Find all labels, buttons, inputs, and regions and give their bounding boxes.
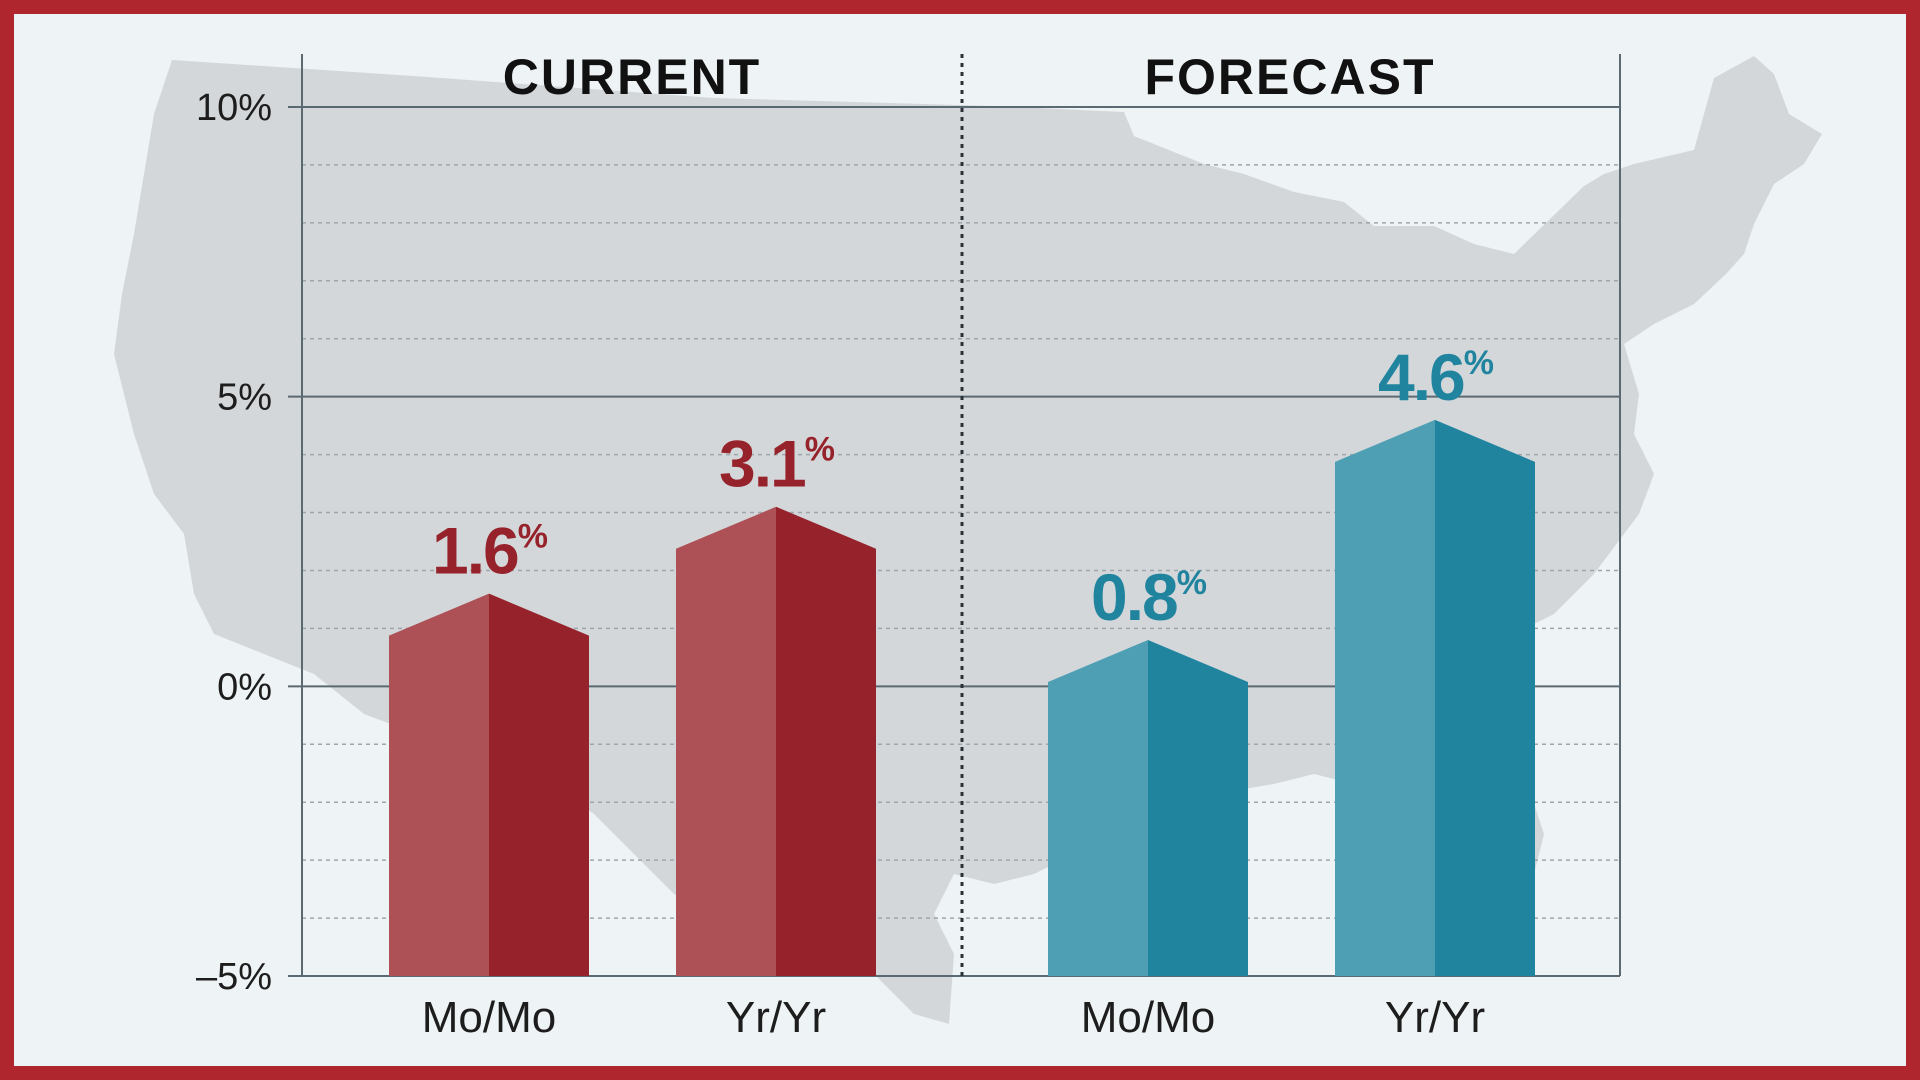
bar-forecast-1-left-face (1048, 639, 1148, 976)
bars (389, 419, 1535, 977)
category-label: Yr/Yr (726, 993, 826, 1042)
chart-frame: 10% 5% 0% –5% 1.6% 3.1% 0.8% 4.6% Mo/Mo Yr/Yr Mo… (14, 14, 1906, 1066)
value-label: 4.6% (1378, 340, 1494, 414)
group-title-forecast: FORECAST (1145, 49, 1436, 105)
value-label: 0.8% (1091, 560, 1207, 634)
y-axis-ticks: 10% 5% 0% –5% (196, 87, 272, 998)
bar-current-2-right-face (776, 506, 876, 976)
y-tick-label: –5% (196, 956, 272, 998)
y-tick-label: 0% (217, 666, 272, 708)
bar-forecast-2-right-face (1435, 419, 1535, 977)
bar-current-1-left-face (389, 593, 489, 976)
axes (301, 54, 1621, 976)
category-label: Mo/Mo (1081, 993, 1215, 1042)
group-title-current: CURRENT (503, 49, 761, 105)
us-map-silhouette (114, 56, 1822, 1024)
category-labels: Mo/Mo Yr/Yr Mo/Mo Yr/Yr (422, 993, 1485, 1042)
bar-forecast-2-left-face (1335, 419, 1435, 977)
y-tick-label: 10% (196, 87, 272, 129)
bar-current-2-left-face (676, 506, 776, 976)
value-label: 3.1% (719, 427, 835, 501)
value-labels: 1.6% 3.1% 0.8% 4.6% (432, 340, 1496, 634)
bar-current-1-right-face (489, 593, 589, 976)
value-label: 1.6% (432, 514, 548, 588)
group-titles: CURRENT FORECAST (503, 49, 1436, 105)
category-label: Yr/Yr (1385, 993, 1485, 1042)
y-tick-label: 5% (217, 377, 272, 419)
bar-forecast-1-right-face (1148, 639, 1248, 976)
category-label: Mo/Mo (422, 993, 556, 1042)
chart-svg: 10%5%0%–5% 1.6%3.1%0.8%4.6% Mo/Mo Yr/Yr Mo… (114, 49, 1822, 1042)
